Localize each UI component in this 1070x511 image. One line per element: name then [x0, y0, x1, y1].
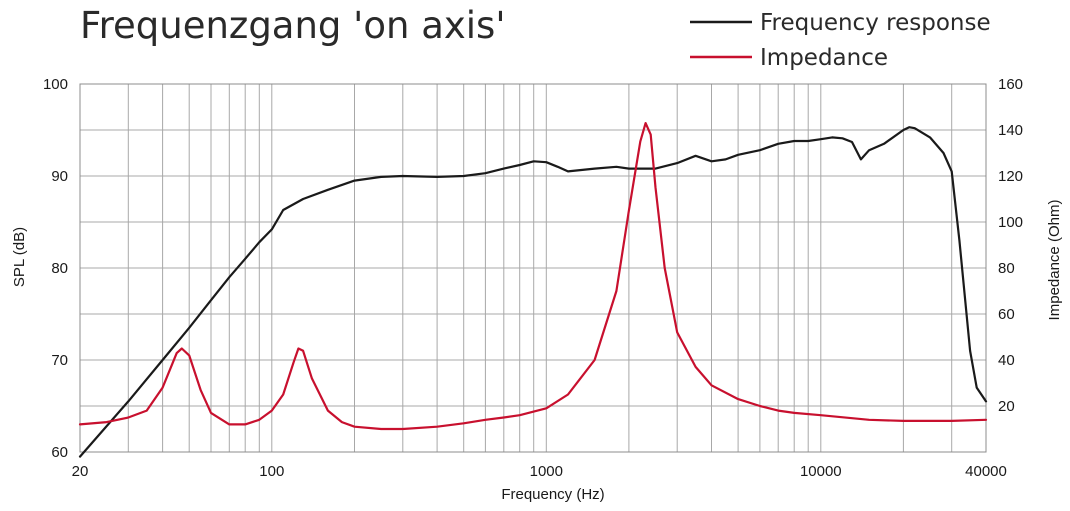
y-tick-label: 70 [51, 352, 68, 369]
chart-title: Frequenzgang 'on axis' [80, 4, 506, 47]
x-tick-label: 40000 [965, 463, 1007, 480]
x-tick-label: 10000 [800, 463, 842, 480]
y-axis-label: SPL (dB) [11, 227, 28, 287]
grid [80, 84, 986, 452]
x-tick-label: 1000 [530, 463, 563, 480]
y-tick-label: 100 [43, 76, 68, 93]
plot-frame [79, 83, 987, 453]
y-tick-label: 90 [51, 168, 68, 185]
y2-tick-label: 120 [998, 168, 1023, 185]
series-layer [78, 121, 988, 458]
y2-axis-label: Impedance (Ohm) [1046, 200, 1063, 321]
x-tick-label: 100 [259, 463, 284, 480]
y2-tick-label: 160 [998, 76, 1023, 93]
legend-label-impedance: Impedance [760, 45, 888, 71]
y2-tick-label: 60 [998, 306, 1015, 323]
y2-tick-label: 40 [998, 352, 1015, 369]
x-axis-label: Frequency (Hz) [501, 486, 604, 503]
y2-tick-label: 20 [998, 398, 1015, 415]
legend: Frequency response Impedance [690, 10, 991, 71]
legend-item-impedance: Impedance [690, 45, 888, 71]
y-tick-label: 60 [51, 444, 68, 461]
tick-labels: 20 100 1000 10000 40000 60 70 80 90 100 20 40 60 80 10… [43, 76, 1023, 480]
y-tick-label: 80 [51, 260, 68, 277]
x-tick-label: 20 [72, 463, 89, 480]
series-line-frequency-response [78, 126, 988, 458]
legend-label-frequency-response: Frequency response [760, 10, 991, 36]
legend-item-frequency-response: Frequency response [690, 10, 991, 36]
series-line-impedance [78, 121, 988, 431]
y2-tick-label: 140 [998, 122, 1023, 139]
y2-tick-label: 80 [998, 260, 1015, 277]
y2-tick-label: 100 [998, 214, 1023, 231]
